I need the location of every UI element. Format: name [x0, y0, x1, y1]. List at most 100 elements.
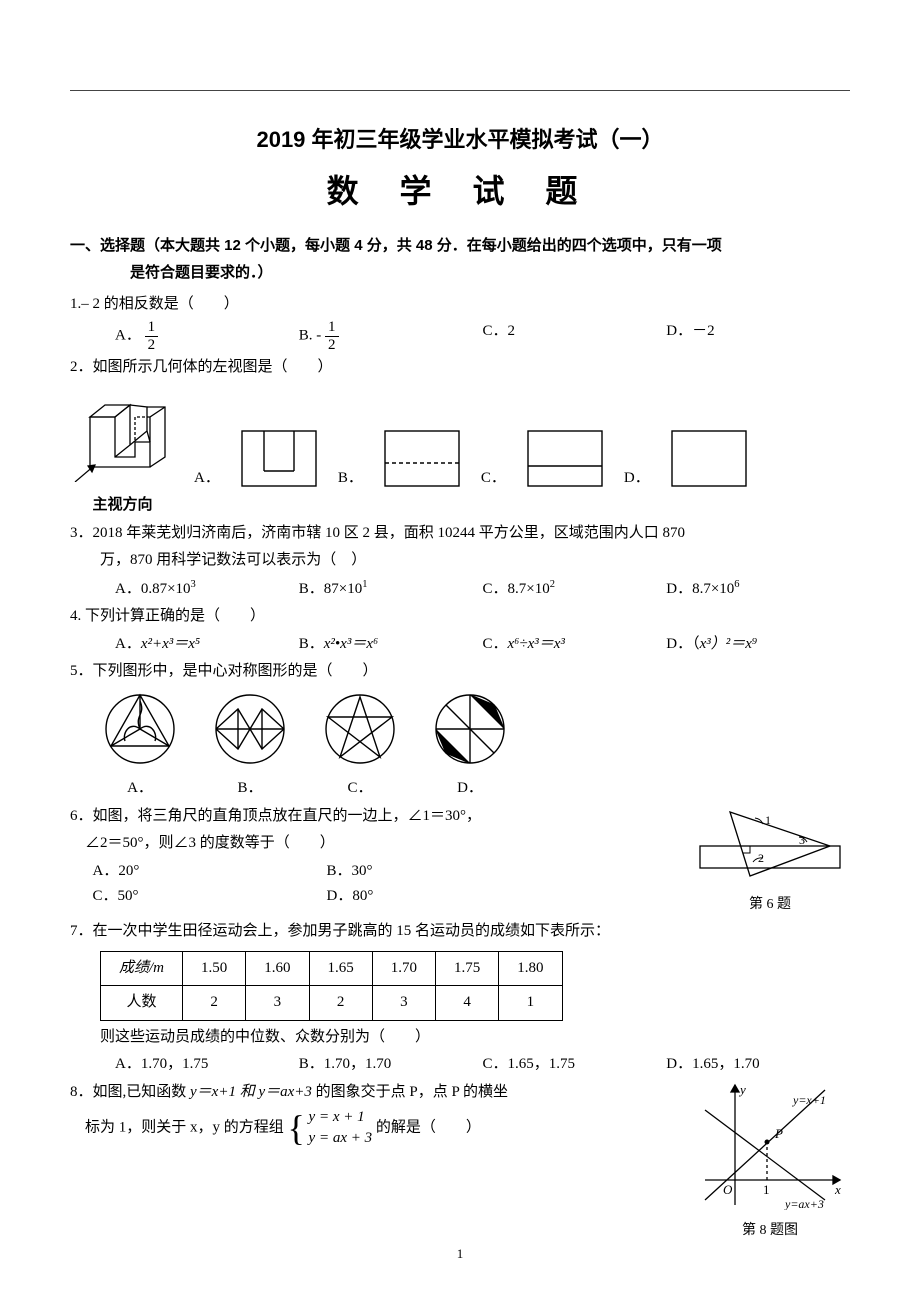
- q2-stem: 2．如图所示几何体的左视图是（ ）: [70, 355, 850, 381]
- q6-opt-a: A．20°: [93, 859, 327, 885]
- q8-caption: 第 8 题图: [690, 1219, 850, 1243]
- q2-label-b: B．: [338, 466, 363, 492]
- q5-b-svg: [210, 691, 290, 767]
- q2-label-d: D．: [624, 466, 650, 492]
- q4-c-l: C．: [483, 636, 508, 652]
- q7-h0: 成绩/m: [101, 951, 183, 986]
- q7-stem: 7．在一次中学生田径运动会上，参加男子跳高的 15 名运动员的成绩如下表所示：: [70, 919, 850, 945]
- q7-table: 成绩/m 1.50 1.60 1.65 1.70 1.75 1.80 人数 2 …: [100, 951, 563, 1021]
- q7-opt-b: B．1.70，1.70: [299, 1052, 483, 1078]
- q7-row-header: 成绩/m 1.50 1.60 1.65 1.70 1.75 1.80: [101, 951, 563, 986]
- q1-a-label: A．: [115, 328, 141, 344]
- svg-text:y=x+1: y=x+1: [792, 1093, 826, 1107]
- q1-opt-a: A． 12: [115, 319, 299, 353]
- q5-fig-d: D．: [430, 691, 510, 802]
- q1-b-num: 1: [325, 319, 339, 337]
- q4-opt-a: A．x²+x³＝x⁵: [115, 632, 299, 658]
- q3-opt-a: A．0.87×103: [115, 576, 299, 603]
- q1-opt-c: C．2: [483, 319, 667, 353]
- page-number: 1: [70, 1243, 850, 1265]
- q5-fig-c: C．: [320, 691, 400, 802]
- svg-text:3: 3: [799, 833, 805, 847]
- q8-l1b: y＝x+1 和 y＝ax+3: [190, 1084, 316, 1100]
- q8-l2a: 标为 1，则关于 x，y 的方程组: [85, 1120, 284, 1136]
- q1-a-num: 1: [145, 319, 159, 337]
- q7-h5: 1.75: [436, 951, 499, 986]
- q3-line2: 万，870 用科学记数法可以表示为（ ）: [100, 548, 850, 574]
- svg-text:y: y: [738, 1082, 746, 1097]
- svg-text:P: P: [774, 1126, 783, 1141]
- q7-opt-d: D．1.65，1.70: [666, 1052, 850, 1078]
- q3-opt-d: D．8.7×106: [666, 576, 850, 603]
- q3-c-sup: 2: [550, 579, 555, 590]
- q7-options: A．1.70，1.75 B．1.70，1.70 C．1.65，1.75 D．1.…: [115, 1052, 850, 1078]
- section-1-heading-a: 一、选择题（本大题共 12 个小题，每小题 4 分，共 48 分．在每小题给出的…: [70, 233, 850, 259]
- q4-a-l: A．: [115, 636, 141, 652]
- q7-d2: 3: [246, 986, 309, 1021]
- q1-options: A． 12 B. - 12 C．2 D．－2: [115, 319, 850, 353]
- q7-h6: 1.80: [499, 951, 562, 986]
- q6-opt-c: C．50°: [93, 884, 327, 910]
- q4-stem: 4. 下列计算正确的是（ ）: [70, 604, 850, 630]
- q8-svg: y x O 1 P y=x+1 y=ax+3: [695, 1080, 845, 1210]
- q7-opt-a: A．1.70，1.75: [115, 1052, 299, 1078]
- svg-text:1: 1: [765, 813, 771, 827]
- q8-l1c: 的图象交于点 P，点 P 的横坐: [316, 1084, 508, 1100]
- q3-opt-b: B．87×101: [299, 576, 483, 603]
- q7-opt-c: C．1.65，1.75: [483, 1052, 667, 1078]
- q8-sys2: y = ax + 3: [309, 1128, 373, 1149]
- q7-d5: 4: [436, 986, 499, 1021]
- q1-b-den: 2: [325, 337, 339, 354]
- q8-system: y = x + 1 y = ax + 3: [309, 1107, 373, 1149]
- q7-d0: 人数: [101, 986, 183, 1021]
- q4-opt-b: B．x²•x³＝x⁶: [299, 632, 483, 658]
- q3-a-pre: A．0.87×10: [115, 581, 191, 597]
- q5-figures: A． B． C． D．: [100, 691, 850, 802]
- q7-h1: 1.50: [183, 951, 246, 986]
- q3-a-sup: 3: [191, 579, 196, 590]
- q4-a-b: x²+x³＝x⁵: [141, 636, 200, 652]
- q3-c-pre: C．8.7×10: [483, 581, 550, 597]
- q7-row-data: 人数 2 3 2 3 4 1: [101, 986, 563, 1021]
- q4-opt-d: D．（x³）²＝x⁹: [666, 632, 850, 658]
- q6-figure: 1 3 2 第 6 题: [690, 804, 850, 917]
- q4-c-b: x⁶÷x³＝x³: [508, 636, 565, 652]
- q5-fig-b: B．: [210, 691, 290, 802]
- q7-h3: 1.65: [309, 951, 372, 986]
- q4-b-b: x²•x³＝x⁶: [324, 636, 378, 652]
- q8-sys1: y = x + 1: [309, 1107, 373, 1128]
- q5-label-b: B．: [210, 776, 290, 802]
- q6-options-row2: C．50° D．80°: [93, 884, 561, 910]
- q4-opt-c: C．x⁶÷x³＝x³: [483, 632, 667, 658]
- svg-text:y=ax+3: y=ax+3: [784, 1197, 824, 1210]
- exam-title-line1: 2019 年初三年级学业水平模拟考试（一）: [70, 121, 850, 158]
- q7-h2: 1.60: [246, 951, 309, 986]
- q4-options: A．x²+x³＝x⁵ B．x²•x³＝x⁶ C．x⁶÷x³＝x³ D．（x³）²…: [115, 632, 850, 658]
- q3-line1: 3．2018 年莱芜划归济南后，济南市辖 10 区 2 县，面积 10244 平…: [70, 521, 850, 547]
- section-1-heading-b: 是符合题目要求的．）: [130, 260, 850, 286]
- svg-text:O: O: [723, 1182, 733, 1197]
- q2-opt-d-svg: [664, 426, 754, 491]
- q1-a-frac: 12: [145, 319, 159, 353]
- q1-b-label: B.: [299, 328, 313, 344]
- q3-b-pre: B．87×10: [299, 581, 362, 597]
- q5-label-a: A．: [100, 776, 180, 802]
- q1-b-neg: -: [313, 328, 322, 344]
- q8-l2b: 的解是（ ）: [376, 1120, 481, 1136]
- q2-opt-c-svg: [520, 426, 610, 491]
- q5-a-svg: [100, 691, 180, 767]
- q7-d1: 2: [183, 986, 246, 1021]
- q7-d3: 2: [309, 986, 372, 1021]
- exam-title-line2: 数 学 试 题: [70, 164, 850, 218]
- q2-label-c: C．: [481, 466, 506, 492]
- q1-a-den: 2: [145, 337, 159, 354]
- q8-figure: y x O 1 P y=x+1 y=ax+3 第 8 题图: [690, 1080, 850, 1243]
- top-rule: [70, 90, 850, 91]
- q4-b-l: B．: [299, 636, 324, 652]
- q8-brace-icon: {: [288, 1110, 305, 1146]
- q1-stem: 1.– 2 的相反数是（ ）: [70, 292, 850, 318]
- q6-opt-d: D．80°: [327, 884, 561, 910]
- q5-fig-a: A．: [100, 691, 180, 802]
- q6-svg: 1 3 2: [695, 804, 845, 884]
- q6-caption: 第 6 题: [690, 893, 850, 917]
